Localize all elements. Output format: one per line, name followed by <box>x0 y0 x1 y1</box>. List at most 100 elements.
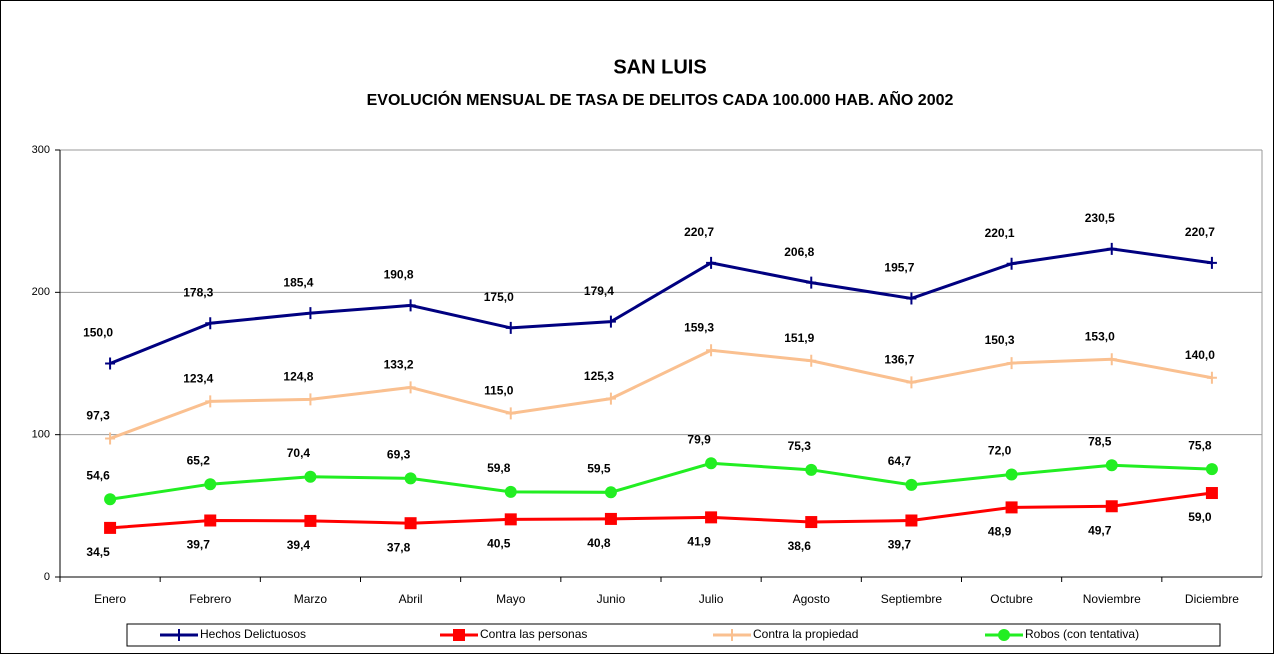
y-tick-label: 300 <box>32 144 50 156</box>
legend-label: Hechos Delictuosos <box>200 627 306 641</box>
data-label: 220,7 <box>1185 225 1215 239</box>
data-label: 220,1 <box>985 226 1015 240</box>
marker <box>505 407 516 420</box>
marker <box>727 629 737 641</box>
marker <box>1106 242 1117 255</box>
x-tick-label: Noviembre <box>1083 592 1141 606</box>
y-tick-label: 0 <box>44 571 50 583</box>
marker <box>905 478 918 491</box>
marker <box>998 629 1010 641</box>
marker <box>705 457 718 470</box>
legend-label: Robos (con tentativa) <box>1025 627 1139 641</box>
marker <box>604 512 617 525</box>
data-label: 150,0 <box>83 326 113 340</box>
marker <box>104 493 117 506</box>
marker <box>705 511 718 524</box>
marker <box>1005 501 1018 514</box>
data-label: 59,0 <box>1188 510 1212 524</box>
data-label: 37,8 <box>387 540 411 554</box>
data-label: 125,3 <box>584 369 614 383</box>
data-label: 38,6 <box>788 539 812 553</box>
marker <box>805 516 818 529</box>
marker <box>906 292 917 305</box>
x-tick-label: Diciembre <box>1185 592 1239 606</box>
data-label: 136,7 <box>884 353 914 367</box>
marker <box>205 395 216 408</box>
data-label: 178,3 <box>183 285 213 299</box>
data-label: 34,5 <box>86 545 110 559</box>
x-tick-label: Agosto <box>793 592 831 606</box>
marker <box>204 514 217 527</box>
marker <box>404 517 417 530</box>
data-label: 39,4 <box>287 538 311 552</box>
x-tick-label: Abril <box>399 592 423 606</box>
x-tick-label: Marzo <box>294 592 328 606</box>
data-label: 230,5 <box>1085 211 1115 225</box>
data-label: 54,6 <box>86 468 110 482</box>
data-label: 69,3 <box>387 448 411 462</box>
legend-box <box>126 623 1221 647</box>
marker <box>305 393 316 406</box>
marker <box>404 472 417 485</box>
marker <box>504 485 517 498</box>
data-label: 195,7 <box>884 261 914 275</box>
data-label: 41,9 <box>687 535 711 549</box>
marker <box>405 381 416 394</box>
data-label: 115,0 <box>484 383 514 397</box>
data-label: 133,2 <box>384 358 414 372</box>
marker <box>605 392 616 405</box>
data-label: 123,4 <box>183 372 213 386</box>
data-label: 39,7 <box>888 538 912 552</box>
data-label: 72,0 <box>988 444 1012 458</box>
data-label: 48,9 <box>988 525 1012 539</box>
x-tick-label: Mayo <box>496 592 526 606</box>
marker <box>905 514 918 527</box>
data-label: 97,3 <box>86 409 110 423</box>
marker <box>706 256 717 269</box>
data-label: 40,8 <box>587 536 611 550</box>
marker <box>405 299 416 312</box>
x-tick-label: Febrero <box>189 592 231 606</box>
data-label: 175,0 <box>484 290 514 304</box>
legend-label: Contra las personas <box>480 627 587 641</box>
data-label: 49,7 <box>1088 523 1112 537</box>
marker <box>453 629 465 641</box>
marker <box>1005 468 1018 481</box>
marker <box>706 344 717 357</box>
data-label: 65,2 <box>187 453 211 467</box>
marker <box>105 357 116 370</box>
marker <box>304 470 317 483</box>
marker <box>304 514 317 527</box>
marker <box>1006 257 1017 270</box>
series-line <box>109 247 1213 365</box>
marker <box>174 629 184 641</box>
marker <box>1006 357 1017 370</box>
marker <box>1105 459 1118 472</box>
marker <box>1206 371 1217 384</box>
marker <box>806 276 817 289</box>
data-label: 59,8 <box>487 461 511 475</box>
marker <box>604 486 617 499</box>
data-label: 153,0 <box>1085 329 1115 343</box>
x-tick-label: Junio <box>597 592 626 606</box>
x-tick-label: Octubre <box>990 592 1033 606</box>
marker <box>805 463 818 476</box>
legend-label: Contra la propiedad <box>753 627 858 641</box>
data-label: 190,8 <box>384 268 414 282</box>
data-label: 140,0 <box>1185 348 1215 362</box>
series-line <box>109 491 1213 530</box>
data-label: 179,4 <box>584 284 614 298</box>
marker <box>105 432 116 445</box>
data-label: 59,5 <box>587 461 611 475</box>
data-label: 151,9 <box>784 331 814 345</box>
marker <box>305 307 316 320</box>
marker <box>204 478 217 491</box>
data-label: 75,3 <box>788 439 812 453</box>
chart-subtitle: EVOLUCIÓN MENSUAL DE TASA DE DELITOS CAD… <box>367 89 954 109</box>
y-tick-label: 100 <box>32 429 50 441</box>
data-label: 70,4 <box>287 446 311 460</box>
marker <box>104 521 117 534</box>
marker <box>205 317 216 330</box>
marker <box>806 354 817 367</box>
